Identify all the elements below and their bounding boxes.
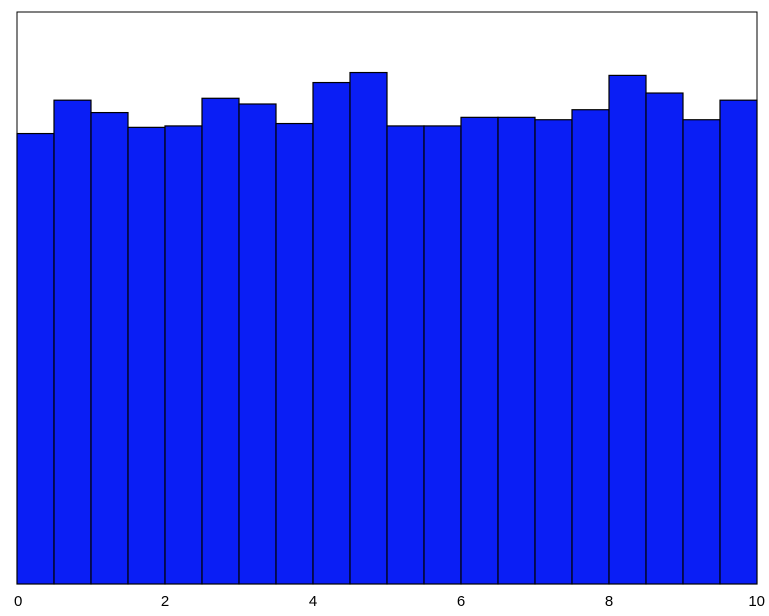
histogram-bar [164,125,203,585]
x-tick-label: 2 [161,593,169,610]
histogram-bar [238,103,277,585]
histogram-bar [90,111,129,585]
histogram-bar [682,119,721,585]
histogram-bar [460,116,499,585]
histogram-bar [571,109,610,585]
histogram-bar [423,125,462,585]
histogram-bar [719,99,758,585]
x-tick-label: 4 [309,593,317,610]
histogram-bar [608,74,647,585]
histogram-bar [127,126,166,585]
histogram-bar [16,132,55,585]
bars-group [16,71,758,585]
histogram-bar [645,92,684,585]
plot-frame [16,11,758,585]
x-tick-label: 10 [748,593,765,610]
x-tick-label: 0 [14,593,22,610]
histogram-bar [534,119,573,585]
histogram-bar [312,81,351,585]
histogram-bar [201,97,240,585]
histogram-bar [275,122,314,585]
histogram-bar [349,71,388,585]
histogram-bar [497,116,536,585]
x-tick-label: 6 [457,593,465,610]
histogram-bar [386,125,425,585]
histogram-bar [53,99,92,585]
x-tick-label: 8 [605,593,613,610]
x-axis-ticks: 0 2 4 6 8 10 [14,578,765,610]
